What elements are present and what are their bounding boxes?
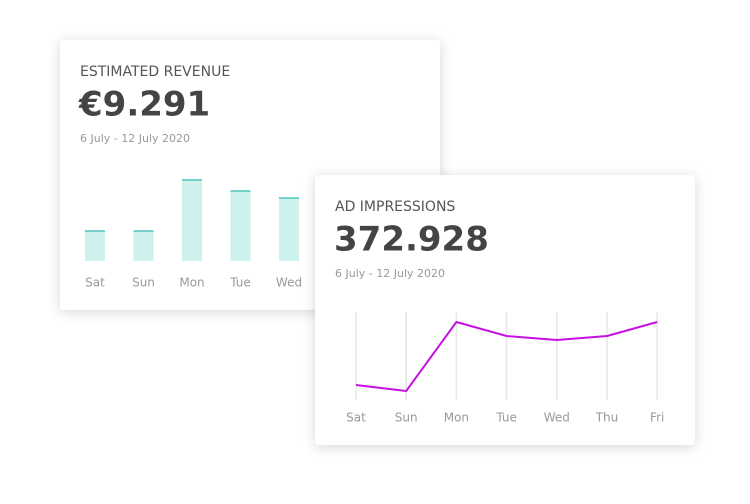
card-title: ESTIMATED REVENUE [80,64,230,80]
bar [133,231,154,261]
x-tick-label: Sat [85,276,105,290]
x-tick-label: Wed [276,276,302,290]
x-tick-label: Tue [495,411,517,425]
bar [279,198,299,261]
card-total: €9.291 [78,85,210,125]
x-tick-label: Tue [229,276,251,290]
bar [230,191,251,261]
card-subtitle: 6 July - 12 July 2020 [80,132,190,145]
x-tick-label: Sun [395,411,418,425]
x-tick-label: Sat [346,411,366,425]
x-tick-label: Thu [595,411,619,425]
impressions-card: AD IMPRESSIONS 372.928 6 July - 12 July … [315,175,695,445]
card-total: 372.928 [334,220,489,260]
card-title: AD IMPRESSIONS [335,199,455,215]
bar [182,180,202,261]
line-series [355,321,658,392]
x-tick-label: Sun [132,276,155,290]
revenue-card: ESTIMATED REVENUE €9.291 6 July - 12 Jul… [60,40,440,310]
x-tick-label: Mon [179,276,204,290]
x-tick-label: Wed [544,411,570,425]
card-bg [315,175,695,445]
card-subtitle: 6 July - 12 July 2020 [335,267,445,280]
bar [85,231,105,261]
x-tick-label: Fri [650,411,664,425]
x-tick-label: Mon [444,411,469,425]
